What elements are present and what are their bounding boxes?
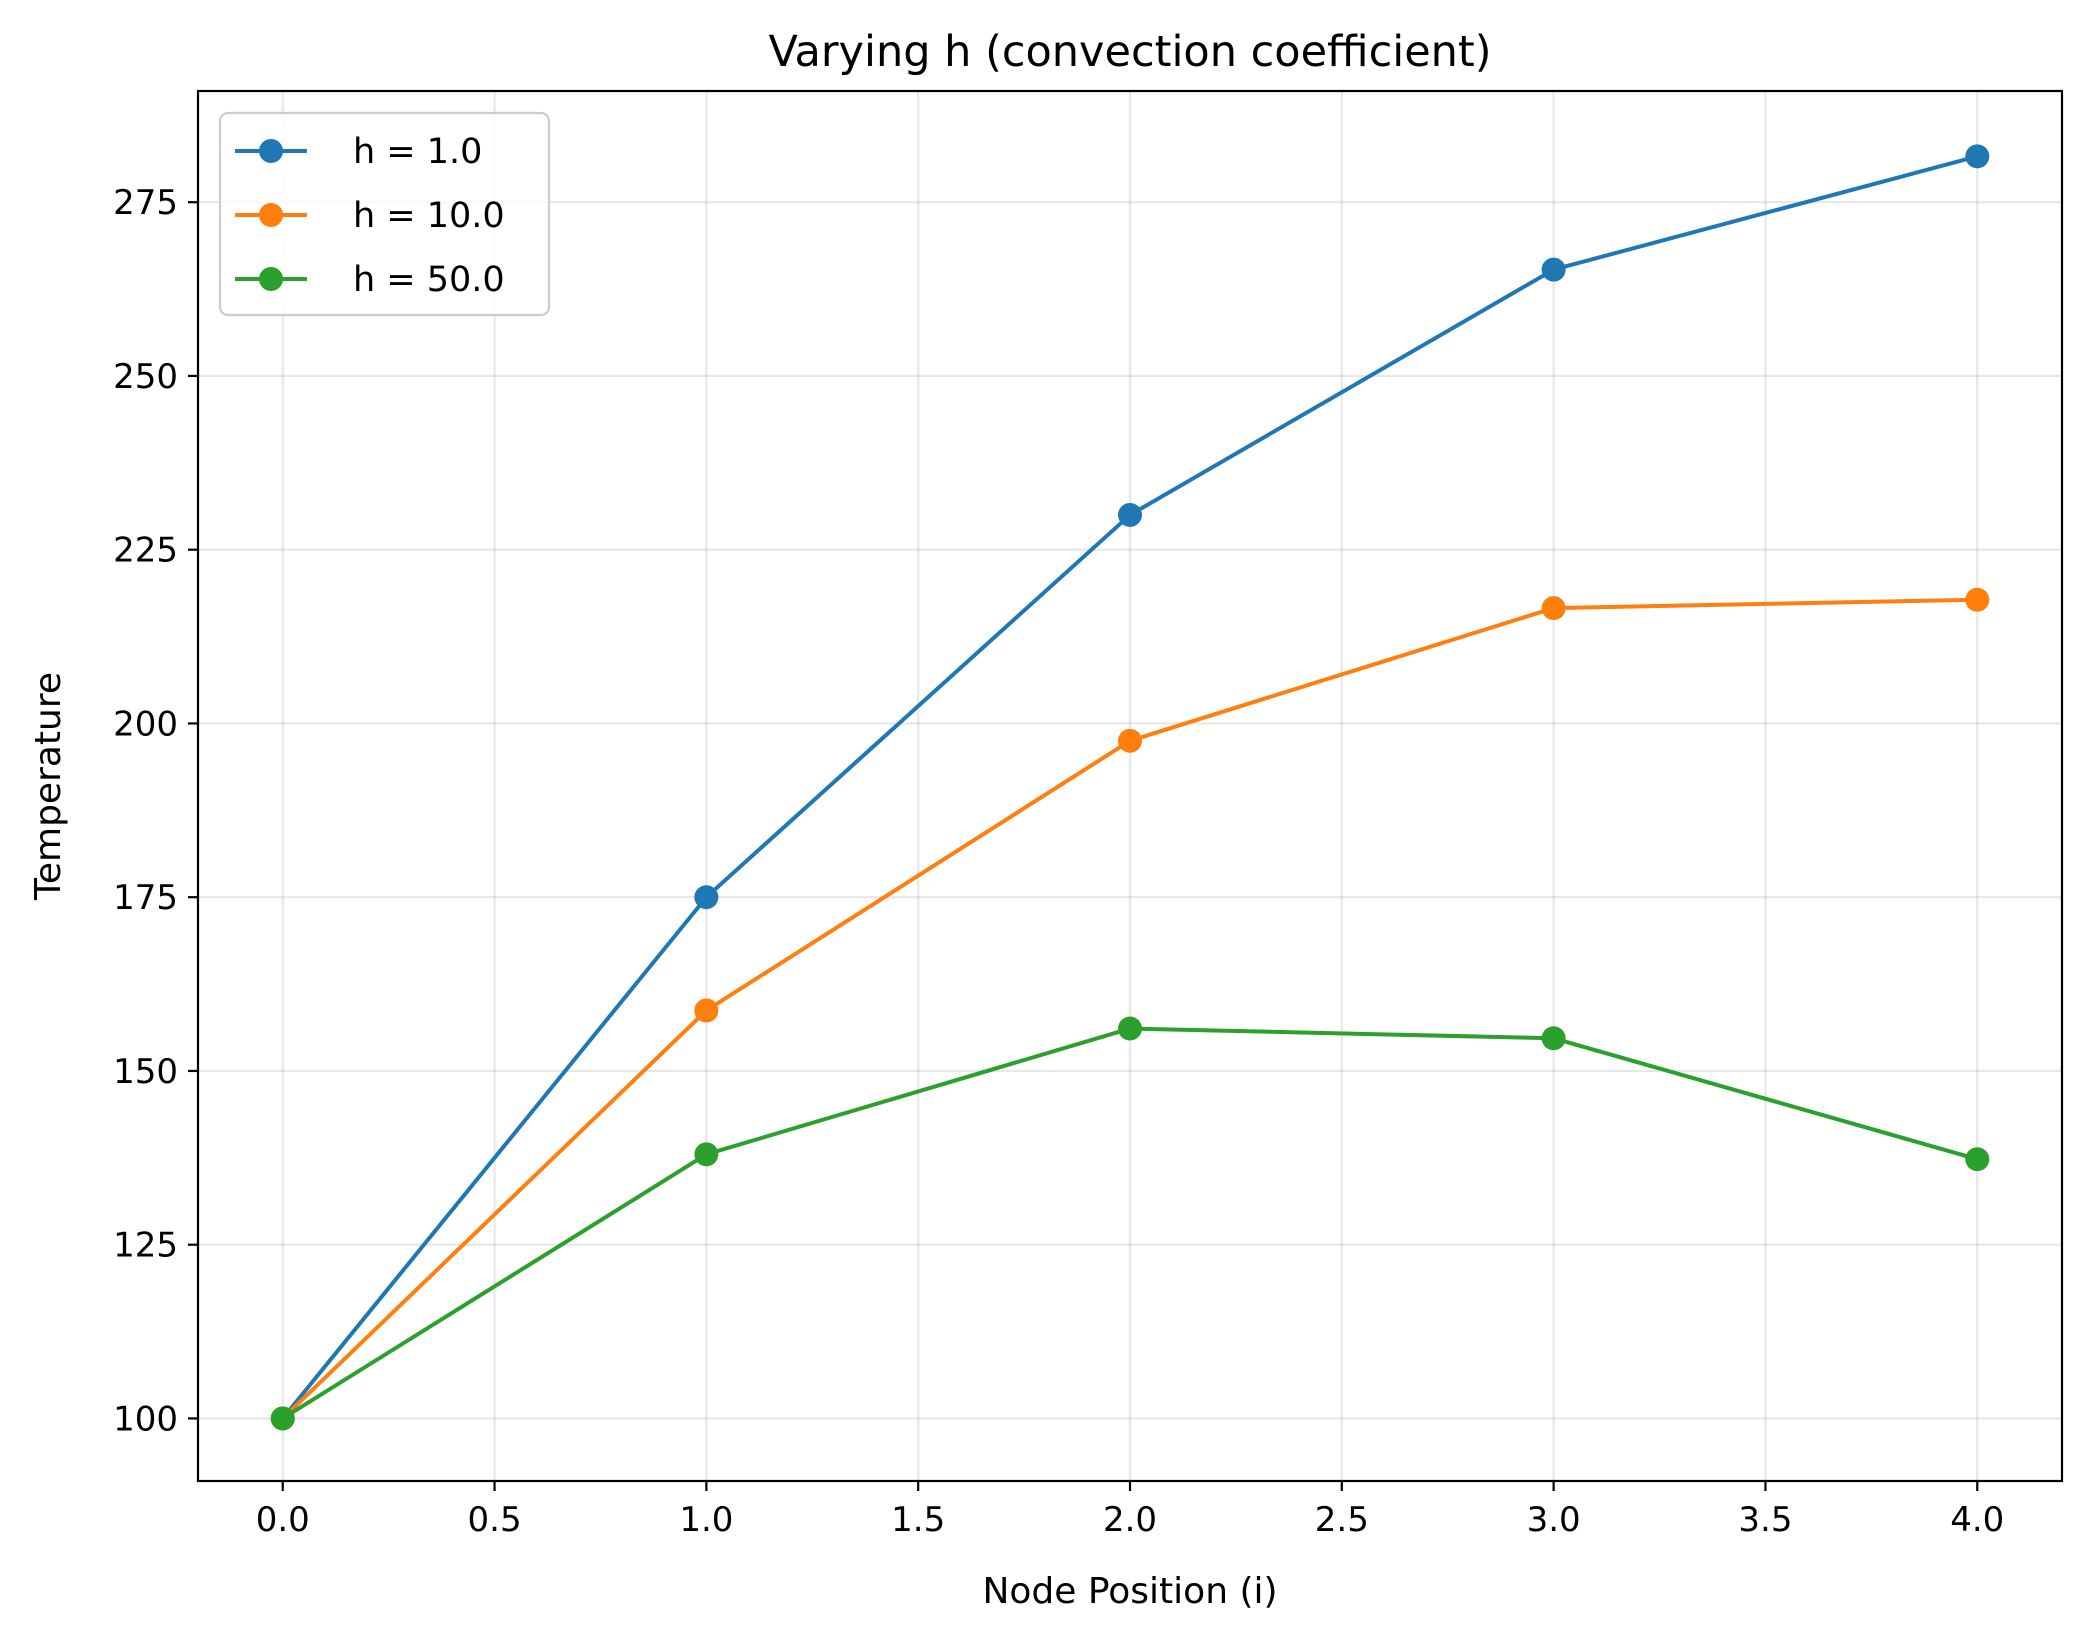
x-tick-label: 2.0 [1103,1500,1157,1540]
legend-label: h = 10.0 [353,196,505,236]
series-layer [270,144,1990,1431]
data-point [1965,144,1990,169]
data-point [270,1406,295,1431]
legend: h = 1.0 h = 10.0 h = 50.0 [218,111,551,317]
data-point [1541,596,1566,621]
x-tick-label: 0.0 [256,1500,310,1540]
x-tick-label: 1.5 [891,1500,945,1540]
y-tick-label: 175 [113,878,178,918]
legend-label: h = 1.0 [353,132,482,172]
data-point [694,998,719,1023]
ticks: 0.0 0.5 1.0 1.5 2.0 2.5 3.0 3.5 4.0 100 125 150 175 2… [113,183,2004,1540]
x-tick-label: 2.5 [1315,1500,1369,1540]
y-tick-label: 125 [113,1226,178,1266]
data-point [1541,257,1566,282]
x-tick-label: 3.5 [1738,1500,1792,1540]
x-tick-label: 1.0 [679,1500,733,1540]
x-tick-label: 4.0 [1950,1500,2004,1540]
data-point [694,1142,719,1167]
x-tick-label: 0.5 [468,1500,522,1540]
data-point [1118,502,1142,527]
y-tick-label: 250 [113,357,178,397]
y-tick-label: 100 [113,1399,178,1439]
y-tick-label: 225 [113,531,178,571]
y-tick-label: 150 [113,1052,178,1092]
y-tick-label: 200 [113,704,178,744]
data-point [1118,1016,1142,1041]
data-point [1541,1026,1566,1051]
legend-marker [259,139,283,163]
data-point [694,885,719,910]
x-tick-label: 3.0 [1527,1500,1581,1540]
data-point [1965,1147,1990,1172]
grid [198,91,2062,1481]
y-axis-label: Temperature [28,672,69,901]
data-point [1965,587,1990,612]
y-tick-label: 275 [113,183,178,223]
legend-label: h = 50.0 [353,260,505,300]
chart-title: Varying h (convection coefficient) [768,27,1491,77]
x-axis-label: Node Position (i) [982,1571,1277,1612]
legend-box [218,111,551,317]
data-point [1118,728,1142,753]
legend-marker [259,203,283,227]
plot-area [198,91,2062,1481]
legend-marker [259,267,283,291]
